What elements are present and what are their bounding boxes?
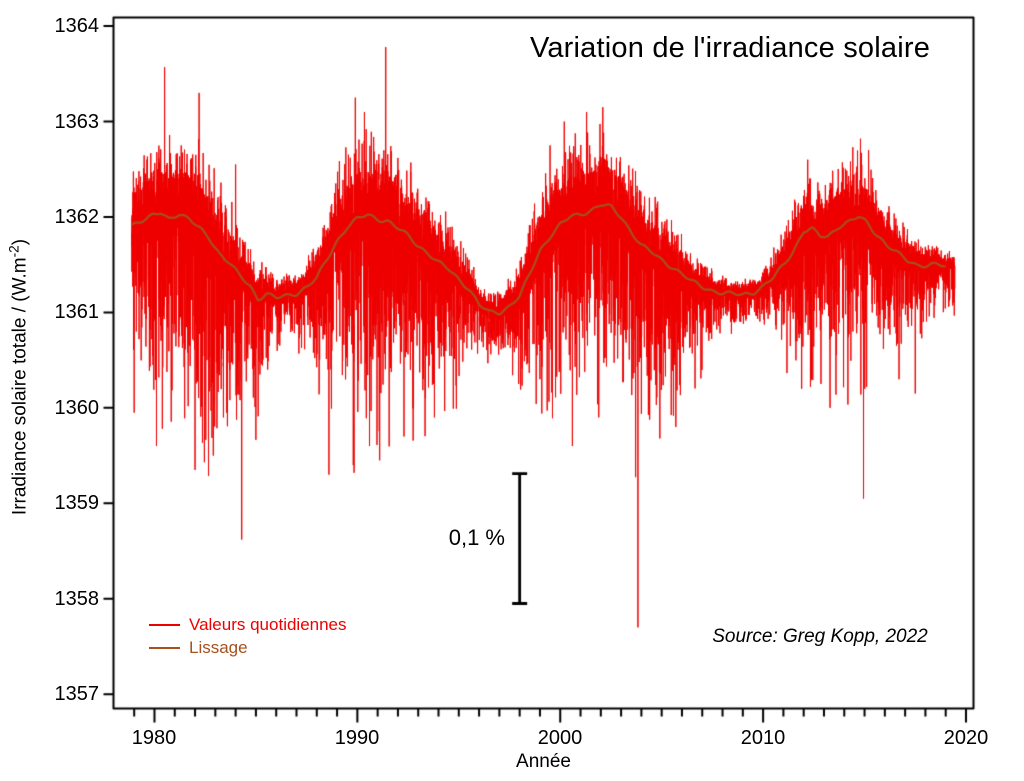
y-axis-label-close: ) xyxy=(9,238,31,246)
x-tick-label: 2000 xyxy=(537,727,583,749)
y-tick-label: 1359 xyxy=(54,492,100,514)
y-axis-label-text: Irradiance solaire totale / (W.m xyxy=(9,257,31,516)
source-credit: Source: Greg Kopp, 2022 xyxy=(712,626,928,647)
y-tick-label: 1364 xyxy=(54,15,100,37)
y-tick-label: 1362 xyxy=(54,206,100,228)
chart-title: Variation de l'irradiance solaire xyxy=(529,32,931,64)
x-tick-label: 2010 xyxy=(740,727,786,749)
y-tick-label: 1363 xyxy=(54,111,100,133)
y-tick-label: 1361 xyxy=(54,301,100,323)
y-axis-label: Irradiance solaire totale / (W.m-2) xyxy=(6,239,31,515)
legend-item-daily-values: Valeurs quotidiennes xyxy=(149,615,347,634)
x-axis-label: Année xyxy=(516,751,571,772)
x-tick-label: 1990 xyxy=(334,727,380,749)
y-axis-label-exponent: -2 xyxy=(6,245,22,258)
y-tick-label: 1357 xyxy=(54,683,100,705)
x-tick-label: 2020 xyxy=(943,727,989,749)
x-tick-label: 1980 xyxy=(131,727,177,749)
legend-swatch-daily-values xyxy=(149,623,180,626)
legend-label-smoothing: Lissage xyxy=(189,638,248,657)
y-tick-label: 1360 xyxy=(54,397,100,419)
legend-swatch-smoothing xyxy=(149,646,180,649)
legend-label-daily-values: Valeurs quotidiennes xyxy=(189,615,347,634)
legend-item-smoothing: Lissage xyxy=(149,638,248,657)
scale-bar-label: 0,1 % xyxy=(448,525,505,550)
y-tick-label: 1358 xyxy=(54,588,100,610)
